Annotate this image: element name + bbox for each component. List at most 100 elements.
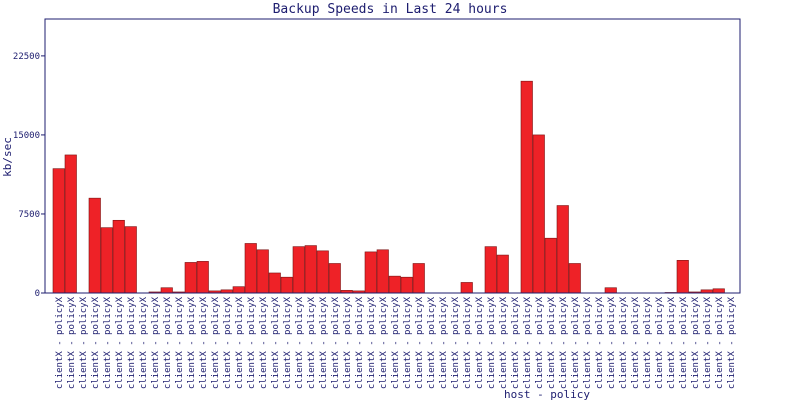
x-tick-label: clientX - policyX — [55, 296, 65, 389]
x-tick-label: clientX - policyX — [535, 296, 545, 389]
x-tick-label: clientX - policyX — [439, 296, 449, 389]
x-tick-label: clientX - policyX — [355, 296, 365, 389]
bar — [244, 243, 257, 294]
bar — [292, 246, 305, 294]
x-tick-label: clientX - policyX — [151, 296, 161, 389]
x-tick-label: clientX - policyX — [139, 296, 149, 389]
x-tick-label: clientX - policyX — [547, 296, 557, 389]
x-tick-label: clientX - policyX — [463, 296, 473, 389]
bar — [196, 261, 209, 294]
x-tick-label: clientX - policyX — [235, 296, 245, 389]
bar — [112, 219, 125, 294]
x-tick-label: clientX - policyX — [187, 296, 197, 389]
x-tick-label: clientX - policyX — [679, 296, 689, 389]
bar — [328, 263, 341, 294]
bar — [184, 262, 197, 294]
x-tick-label: clientX - policyX — [103, 296, 113, 389]
bar — [88, 197, 101, 294]
x-tick-label: clientX - policyX — [247, 296, 257, 389]
bar — [556, 205, 569, 294]
x-tick-label: clientX - policyX — [475, 296, 485, 389]
bar — [160, 287, 173, 294]
plot-frame — [44, 18, 741, 294]
bar — [280, 276, 293, 294]
x-tick-label: clientX - policyX — [619, 296, 629, 389]
x-tick-label: clientX - policyX — [607, 296, 617, 389]
bar — [316, 250, 329, 294]
bar — [604, 287, 617, 294]
x-tick-label: clientX - policyX — [715, 296, 725, 389]
x-tick-label: clientX - policyX — [703, 296, 713, 389]
bar — [256, 249, 269, 294]
bar — [232, 286, 245, 294]
y-ticks: 0 7500 15000 22500 — [13, 52, 45, 299]
bars-layer — [52, 80, 725, 294]
x-tick-label: clientX - policyX — [199, 296, 209, 389]
bar — [364, 251, 377, 294]
x-tick-label: clientX - policyX — [511, 296, 521, 389]
x-tick-label: clientX - policyX — [91, 296, 101, 389]
x-tick-label: clientX - policyX — [595, 296, 605, 389]
bar — [64, 154, 77, 294]
x-tick-label: clientX - policyX — [163, 296, 173, 389]
bar — [484, 246, 497, 294]
x-tick-label: clientX - policyX — [523, 296, 533, 389]
bar — [520, 80, 533, 294]
x-axis-label: host - policy — [504, 388, 590, 400]
x-tick-label: clientX - policyX — [583, 296, 593, 389]
x-tick-label: clientX - policyX — [271, 296, 281, 389]
y-tick-label: 0 — [35, 289, 40, 299]
bar — [532, 134, 545, 294]
x-tick-label: clientX - policyX — [451, 296, 461, 389]
x-tick-label: clientX - policyX — [79, 296, 89, 389]
x-tick-label: clientX - policyX — [691, 296, 701, 389]
y-tick-label: 22500 — [13, 52, 40, 62]
y-axis-label: kb/sec — [1, 137, 14, 177]
x-tick-labels: clientX - policyX clientX - policyX client… — [55, 296, 737, 389]
x-tick-label: clientX - policyX — [283, 296, 293, 389]
x-tick-label: clientX - policyX — [295, 296, 305, 389]
x-tick-label: clientX - policyX — [559, 296, 569, 389]
x-tick-label: clientX - policyX — [331, 296, 341, 389]
bar — [712, 288, 725, 294]
x-tick-label: clientX - policyX — [127, 296, 137, 389]
bar — [124, 226, 137, 294]
x-tick-label: clientX - policyX — [499, 296, 509, 389]
bar — [52, 168, 65, 294]
x-tick-label: clientX - policyX — [367, 296, 377, 389]
x-tick-label: clientX - policyX — [211, 296, 221, 389]
x-tick-label: clientX - policyX — [403, 296, 413, 389]
bar — [304, 245, 317, 294]
bar — [388, 275, 401, 294]
x-tick-label: clientX - policyX — [379, 296, 389, 389]
x-tick-label: clientX - policyX — [415, 296, 425, 389]
x-tick-label: clientX - policyX — [427, 296, 437, 389]
x-tick-label: clientX - policyX — [631, 296, 641, 389]
x-tick-label: clientX - policyX — [727, 296, 737, 389]
bar — [460, 282, 473, 294]
bar — [568, 263, 581, 294]
bar — [376, 249, 389, 294]
x-tick-label: clientX - policyX — [343, 296, 353, 389]
x-tick-label: clientX - policyX — [175, 296, 185, 389]
x-tick-label: clientX - policyX — [115, 296, 125, 389]
x-tick-label: clientX - policyX — [655, 296, 665, 389]
x-tick-label: clientX - policyX — [487, 296, 497, 389]
x-tick-label: clientX - policyX — [223, 296, 233, 389]
bar — [268, 272, 281, 294]
bar — [544, 237, 557, 294]
y-tick-label: 15000 — [13, 131, 40, 141]
bar — [100, 227, 113, 294]
x-tick-label: clientX - policyX — [307, 296, 317, 389]
x-tick-label: clientX - policyX — [571, 296, 581, 389]
x-tick-label: clientX - policyX — [667, 296, 677, 389]
bar — [412, 263, 425, 294]
bar — [496, 254, 509, 294]
x-tick-label: clientX - policyX — [391, 296, 401, 389]
x-tick-label: clientX - policyX — [67, 296, 77, 389]
x-tick-label: clientX - policyX — [259, 296, 269, 389]
bar — [676, 260, 689, 294]
x-tick-label: clientX - policyX — [319, 296, 329, 389]
